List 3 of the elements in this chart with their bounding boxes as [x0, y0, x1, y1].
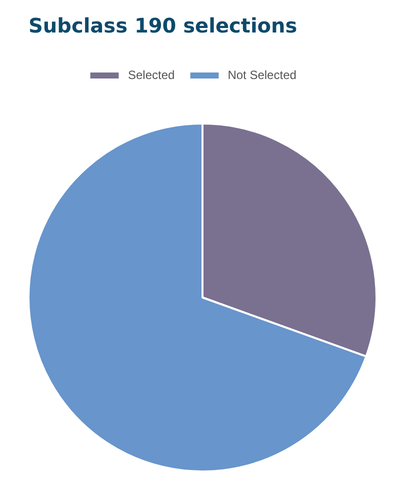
chart-title: Subclass 190 selections [28, 14, 298, 38]
legend-label: Selected [128, 68, 175, 82]
legend-label: Not Selected [228, 68, 296, 82]
